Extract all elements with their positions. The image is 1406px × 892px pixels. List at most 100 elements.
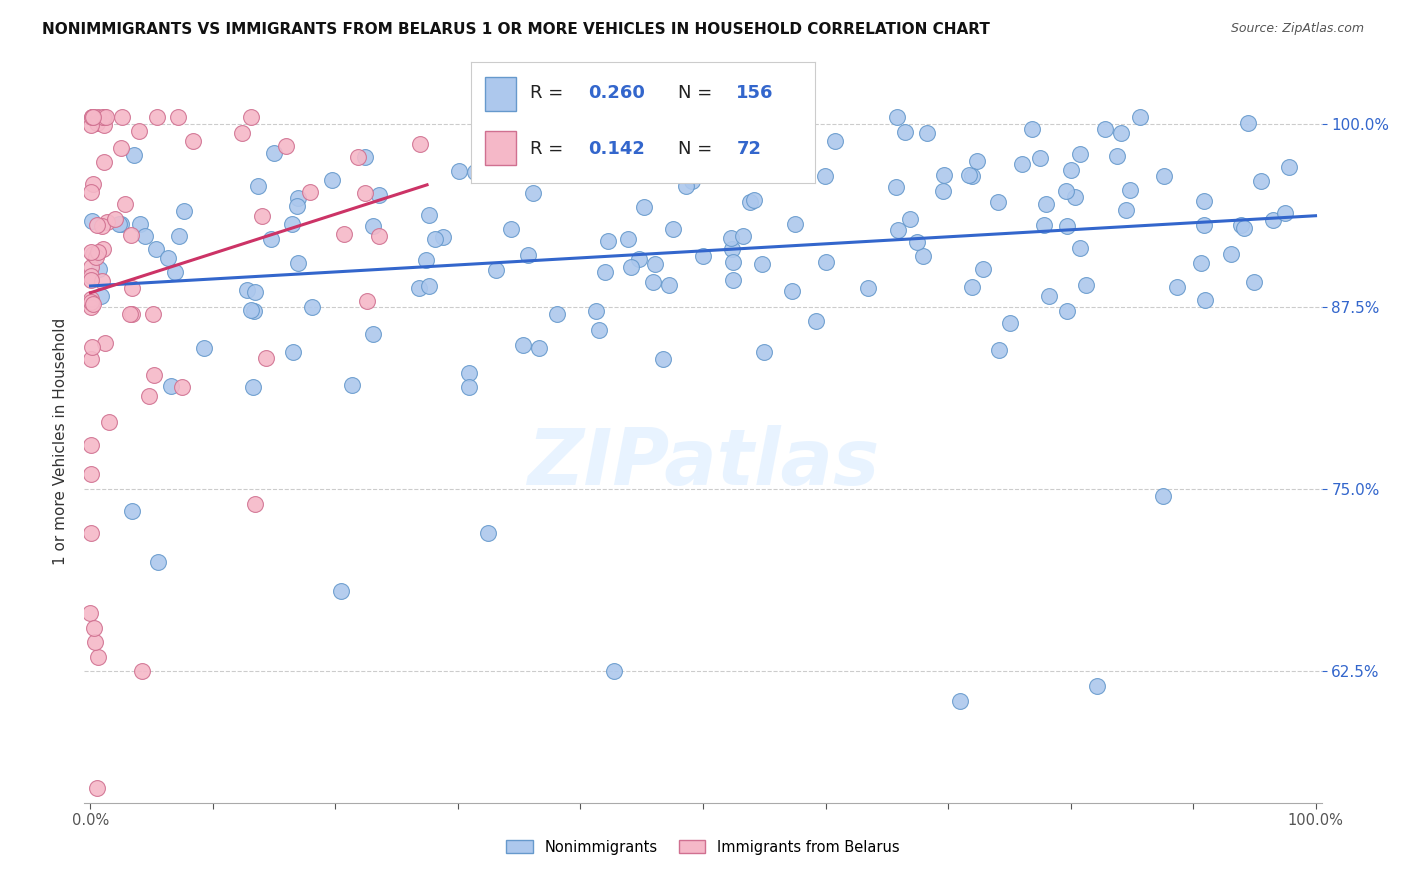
Point xyxy=(128,124,150,138)
Point xyxy=(361,327,384,342)
Point xyxy=(658,277,681,292)
Point xyxy=(477,525,499,540)
Point xyxy=(780,285,803,299)
Point xyxy=(79,245,101,260)
FancyBboxPatch shape xyxy=(485,131,516,165)
Point xyxy=(721,255,744,269)
Point xyxy=(972,261,994,276)
Point xyxy=(1115,203,1137,218)
Point xyxy=(87,649,110,664)
Point xyxy=(173,203,195,218)
Point xyxy=(367,228,389,243)
Point xyxy=(1277,160,1299,174)
Point xyxy=(887,223,910,237)
Point xyxy=(409,137,432,152)
Text: 0.260: 0.260 xyxy=(588,84,645,103)
Point xyxy=(1085,679,1108,693)
Text: N =: N = xyxy=(678,139,717,158)
Point xyxy=(86,116,108,130)
Point xyxy=(145,110,167,124)
Point xyxy=(110,217,132,231)
Point xyxy=(595,265,617,279)
Point xyxy=(111,110,134,124)
Point xyxy=(142,368,165,383)
Point xyxy=(662,222,685,236)
Point xyxy=(193,342,215,356)
Point xyxy=(354,150,377,164)
Point xyxy=(120,227,142,242)
Point xyxy=(122,148,145,162)
Text: Source: ZipAtlas.com: Source: ZipAtlas.com xyxy=(1230,22,1364,36)
Point xyxy=(987,194,1010,209)
Point xyxy=(89,262,111,277)
Point xyxy=(1237,116,1260,130)
Point xyxy=(167,229,190,244)
Point xyxy=(82,178,104,192)
Point xyxy=(138,389,160,403)
Point xyxy=(905,235,928,249)
Point xyxy=(824,134,846,148)
Point xyxy=(86,781,108,796)
Point xyxy=(1054,184,1077,198)
Point xyxy=(333,227,356,242)
Point xyxy=(886,110,908,124)
Point xyxy=(181,134,204,148)
Point xyxy=(856,281,879,295)
Text: 0.142: 0.142 xyxy=(588,139,645,158)
Point xyxy=(86,110,108,124)
Point xyxy=(647,156,669,170)
Point xyxy=(287,256,309,270)
Text: R =: R = xyxy=(530,84,568,103)
Text: ZIPatlas: ZIPatlas xyxy=(527,425,879,501)
Point xyxy=(647,110,669,124)
Y-axis label: 1 or more Vehicles in Household: 1 or more Vehicles in Household xyxy=(52,318,67,566)
Point xyxy=(898,211,921,226)
Point xyxy=(247,178,270,193)
Point xyxy=(415,253,437,268)
Point xyxy=(633,200,655,214)
Point xyxy=(165,265,187,279)
Point xyxy=(79,273,101,287)
Point xyxy=(1274,206,1296,220)
Point xyxy=(82,110,104,124)
Point xyxy=(620,260,643,274)
Point xyxy=(330,584,353,599)
Point xyxy=(93,242,115,256)
Point xyxy=(79,606,101,620)
Point xyxy=(301,300,323,314)
Point xyxy=(260,232,283,246)
Point xyxy=(79,300,101,314)
Point xyxy=(512,338,534,352)
Point xyxy=(693,155,716,169)
Point xyxy=(91,274,114,288)
Point xyxy=(1032,219,1054,233)
Point xyxy=(418,278,440,293)
Point xyxy=(321,172,343,186)
Point xyxy=(408,281,430,295)
Point xyxy=(1189,256,1212,270)
Point xyxy=(80,525,103,540)
Point xyxy=(664,110,686,124)
Point xyxy=(84,635,107,649)
Point xyxy=(814,169,837,183)
Point xyxy=(1152,489,1174,503)
Point xyxy=(250,209,273,223)
Point xyxy=(464,165,486,179)
Point xyxy=(283,345,305,359)
Point xyxy=(1243,275,1265,289)
Point xyxy=(988,343,1011,358)
Point xyxy=(157,251,180,265)
Point xyxy=(752,344,775,359)
Point xyxy=(160,379,183,393)
Point xyxy=(1035,197,1057,211)
Point xyxy=(1029,151,1052,165)
Point xyxy=(83,621,105,635)
Point xyxy=(274,139,297,153)
Point xyxy=(634,110,657,124)
Point xyxy=(340,378,363,392)
Point xyxy=(1069,147,1091,161)
Point xyxy=(596,234,619,248)
Point xyxy=(1021,121,1043,136)
Point xyxy=(911,249,934,263)
Point xyxy=(254,351,277,365)
